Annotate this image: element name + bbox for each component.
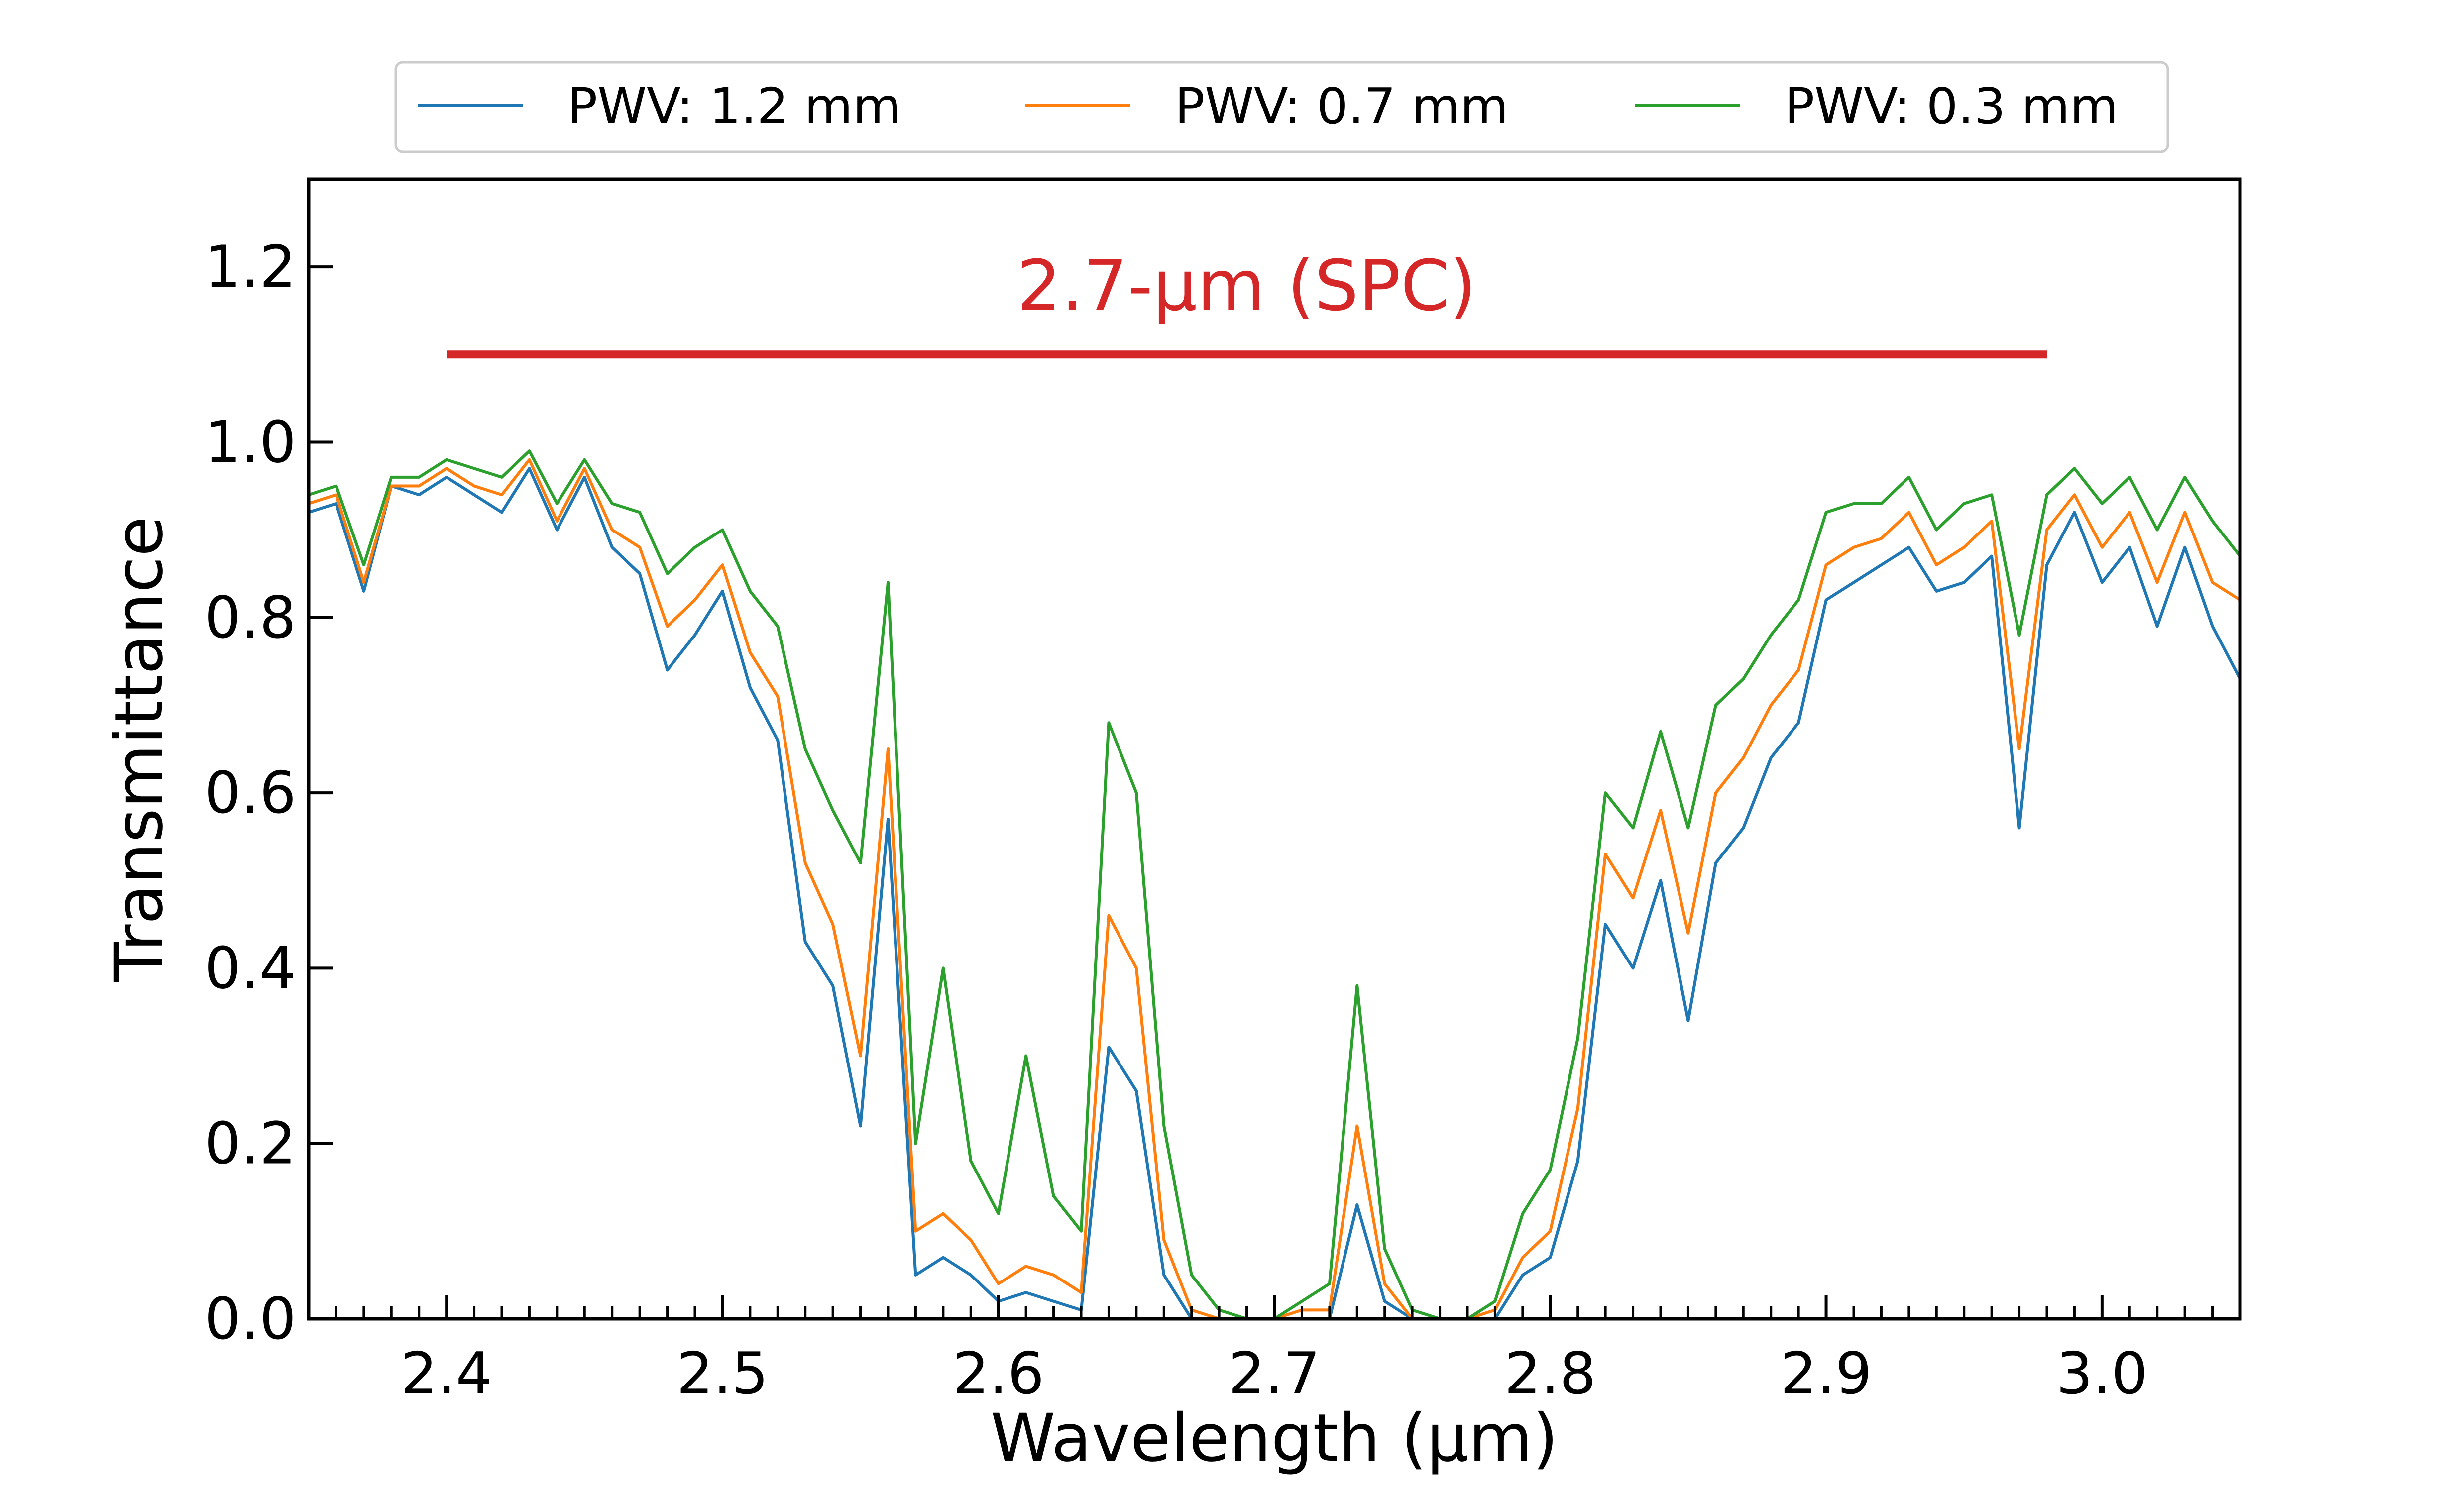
x-tick-label: 2.6 [952, 1340, 1044, 1407]
legend-label: PWV: 0.3 mm [1785, 77, 2119, 135]
legend-frame [394, 61, 2169, 153]
x-tick-label: 2.4 [401, 1340, 492, 1407]
x-tick-label: 2.8 [1504, 1340, 1596, 1407]
series-line-1 [309, 467, 2240, 1319]
x-tick-label: 2.5 [676, 1340, 768, 1407]
legend-label: PWV: 0.7 mm [1175, 77, 1509, 135]
x-tick-label: 3.0 [2056, 1340, 2148, 1407]
x-axis-title: Wavelength (µm) [991, 1400, 1559, 1477]
y-tick-label: 0.4 [205, 935, 296, 1002]
y-tick-label: 0.8 [205, 584, 296, 651]
y-tick-label: 0.6 [205, 759, 296, 827]
y-tick-label: 1.2 [205, 233, 296, 301]
y-tick-label: 0.0 [205, 1285, 296, 1353]
x-tick-label: 2.7 [1229, 1340, 1320, 1407]
x-tick-label: 2.9 [1780, 1340, 1872, 1407]
plot-frame [307, 177, 2242, 1321]
series-line-3 [309, 449, 2240, 1319]
y-tick-label: 0.2 [205, 1110, 296, 1177]
legend: PWV: 1.2 mm PWV: 0.7 mm PWV: 0.3 mm [394, 61, 2169, 153]
y-axis-title: Transmittance [101, 516, 178, 982]
band-label: 2.7-µm (SPC) [1017, 245, 1476, 326]
series-line-2 [309, 458, 2240, 1319]
legend-label: PWV: 1.2 mm [567, 77, 901, 135]
y-tick-label: 1.0 [205, 409, 296, 476]
